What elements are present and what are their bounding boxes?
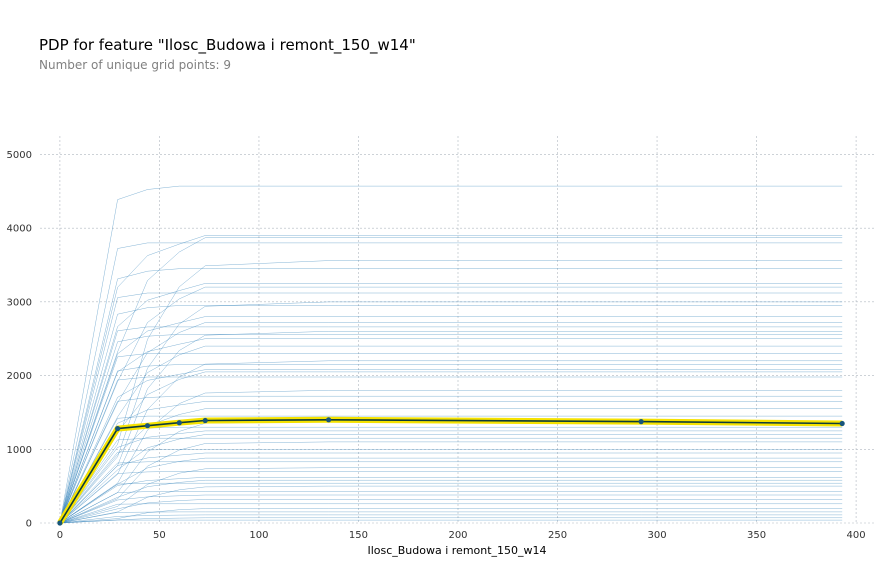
- ice-line: [59, 482, 843, 524]
- ice-line: [59, 503, 843, 524]
- ice-line: [59, 235, 843, 524]
- ice-line: [59, 334, 843, 524]
- grid-layer: [40, 136, 876, 524]
- x-tick-label: 150: [349, 530, 368, 541]
- ice-line: [59, 421, 843, 524]
- ice-line: [59, 345, 843, 524]
- y-tick-label: 0: [26, 519, 32, 530]
- ice-lines-layer: [59, 185, 843, 524]
- average-marker: [115, 426, 121, 432]
- ice-line: [59, 514, 843, 524]
- ice-line: [59, 467, 843, 524]
- average-marker: [326, 417, 332, 423]
- ice-line: [59, 499, 843, 524]
- ice-line: [59, 426, 843, 524]
- x-tick-label: 50: [153, 530, 166, 541]
- ice-line: [59, 517, 843, 524]
- y-tick-label: 2000: [7, 371, 32, 382]
- ice-line: [59, 237, 843, 524]
- ice-line: [59, 441, 843, 524]
- average-marker: [176, 420, 182, 426]
- x-tick-label: 300: [648, 530, 667, 541]
- x-tick-label: 100: [249, 530, 268, 541]
- ice-line: [59, 494, 843, 524]
- ice-line: [59, 331, 843, 524]
- y-tick-label: 5000: [7, 150, 32, 161]
- ice-line: [59, 434, 843, 524]
- y-tick-label: 4000: [7, 224, 32, 235]
- ice-line: [59, 260, 843, 524]
- ice-line: [59, 479, 843, 524]
- ice-line: [59, 316, 843, 524]
- x-tick-label: 0: [57, 530, 63, 541]
- ice-line: [59, 338, 843, 524]
- y-tick-label: 1000: [7, 445, 32, 456]
- ice-line: [59, 519, 843, 524]
- ice-line: [59, 437, 843, 524]
- ice-line: [59, 376, 843, 524]
- ice-line: [59, 185, 843, 524]
- average-marker: [144, 423, 151, 429]
- ice-line: [59, 369, 843, 524]
- ice-line: [59, 301, 843, 524]
- x-tick-label: 350: [747, 530, 766, 541]
- ice-line: [59, 305, 843, 524]
- ice-line: [59, 326, 843, 524]
- x-tick-label: 400: [847, 530, 866, 541]
- ice-line: [59, 471, 843, 524]
- average-marker: [202, 417, 208, 424]
- ice-line: [59, 242, 843, 524]
- ice-line: [59, 401, 843, 524]
- ice-line: [59, 477, 843, 524]
- ice-line: [59, 292, 843, 524]
- average-line: [59, 418, 843, 524]
- ice-line: [59, 508, 843, 524]
- ice-line: [59, 415, 843, 524]
- chart-subtitle: Number of unique grid points: 9: [39, 58, 232, 72]
- ice-line: [59, 430, 843, 524]
- x-tick-label: 250: [548, 530, 567, 541]
- ice-line: [59, 511, 843, 524]
- ice-line: [59, 360, 843, 524]
- x-axis-label: Ilosc_Budowa i remont_150_w14: [367, 544, 546, 557]
- ice-line: [59, 461, 843, 524]
- average-marker: [57, 520, 63, 526]
- y-tick-label: 3000: [7, 297, 32, 308]
- ice-line: [59, 457, 843, 524]
- average-marker: [839, 420, 845, 427]
- ice-line: [59, 485, 843, 524]
- ice-line: [59, 395, 843, 524]
- average-marker: [638, 419, 644, 425]
- average-line-layer: [57, 416, 845, 526]
- ice-line: [59, 408, 843, 524]
- ice-line: [59, 449, 843, 524]
- ice-line: [59, 353, 843, 524]
- ice-line: [59, 390, 843, 524]
- ice-line: [59, 371, 843, 524]
- ice-line: [59, 268, 843, 524]
- ice-line: [59, 491, 843, 524]
- ice-line: [59, 452, 843, 524]
- ice-line: [59, 364, 843, 524]
- chart-title: PDP for feature "Ilosc_Budowa i remont_1…: [39, 36, 416, 54]
- ticks-layer: 0 50 100 150 200 250 300 350 4000100020003000400…: [7, 150, 866, 541]
- x-tick-label: 200: [448, 530, 467, 541]
- ice-line: [59, 283, 843, 524]
